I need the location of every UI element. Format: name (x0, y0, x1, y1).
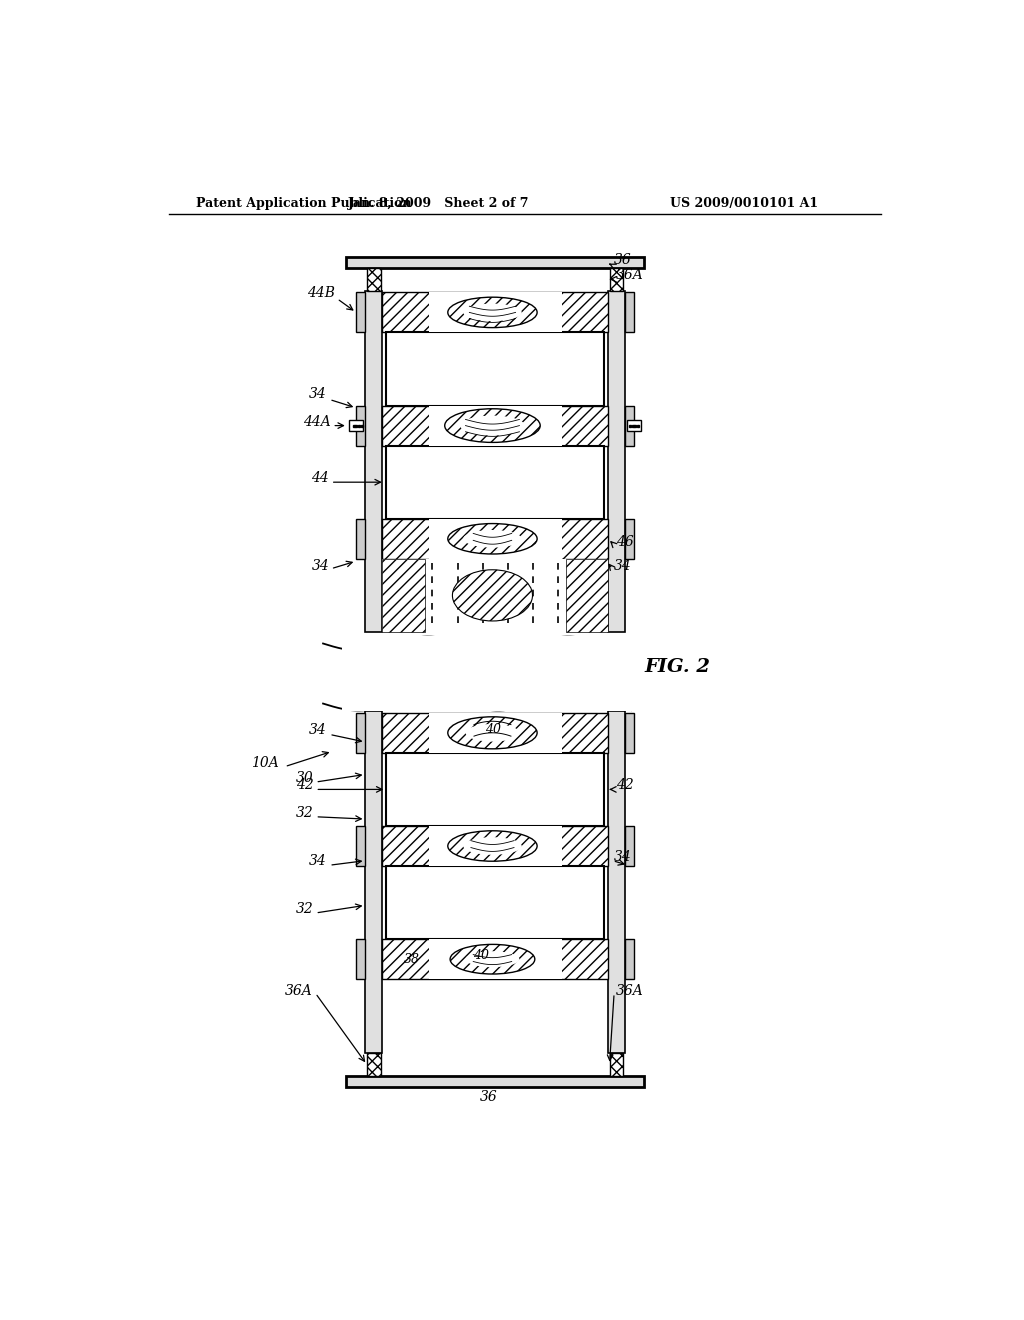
Bar (356, 519, 366, 558)
Text: Patent Application Publication: Patent Application Publication (196, 197, 412, 210)
Bar (386, 333, 604, 405)
Bar (625, 293, 634, 333)
Text: 34: 34 (309, 387, 327, 401)
Text: 10A: 10A (251, 755, 279, 770)
Bar (609, 268, 624, 290)
Bar (356, 293, 366, 333)
Ellipse shape (453, 570, 532, 620)
Bar (366, 711, 382, 1053)
Bar (382, 405, 608, 446)
Ellipse shape (447, 717, 538, 748)
Bar (429, 826, 562, 866)
Bar (382, 558, 425, 632)
Text: 40: 40 (484, 723, 501, 735)
Bar (628, 420, 641, 430)
Text: 46: 46 (615, 536, 634, 549)
Bar (367, 268, 381, 290)
Bar (429, 519, 562, 558)
Bar (356, 826, 366, 866)
Text: 34: 34 (614, 850, 632, 863)
Text: 42: 42 (296, 779, 313, 792)
Ellipse shape (466, 723, 519, 742)
Text: Jan. 8, 2009   Sheet 2 of 7: Jan. 8, 2009 Sheet 2 of 7 (348, 197, 529, 210)
Bar (386, 752, 604, 826)
Ellipse shape (460, 416, 525, 436)
Bar (625, 940, 634, 979)
Bar (382, 293, 608, 333)
Text: 44B: 44B (306, 286, 335, 300)
Bar (429, 405, 562, 446)
Bar (608, 290, 625, 632)
Ellipse shape (447, 297, 538, 327)
Bar (382, 519, 608, 558)
Text: 36A: 36A (615, 268, 643, 282)
Bar (366, 290, 382, 632)
Bar (356, 405, 366, 446)
Text: US 2009/0010101 A1: US 2009/0010101 A1 (670, 197, 818, 210)
Ellipse shape (466, 952, 519, 968)
Ellipse shape (447, 524, 538, 554)
Bar (367, 1053, 381, 1076)
Bar (382, 826, 608, 866)
Bar (625, 405, 634, 446)
Text: 32: 32 (296, 902, 313, 916)
Ellipse shape (463, 529, 521, 548)
Bar (342, 636, 664, 711)
Text: 34: 34 (309, 854, 327, 869)
Text: 42: 42 (615, 779, 634, 792)
Text: 36: 36 (614, 253, 632, 267)
Bar (386, 446, 604, 519)
Text: 32: 32 (296, 805, 313, 820)
Ellipse shape (444, 409, 541, 442)
Bar (609, 1053, 624, 1076)
Bar (382, 558, 608, 632)
Bar (608, 711, 625, 1053)
Bar (349, 420, 364, 430)
Text: 34: 34 (614, 560, 632, 573)
Bar (625, 713, 634, 752)
Bar (346, 257, 644, 268)
Bar (346, 1076, 644, 1088)
Text: 36A: 36A (615, 983, 643, 998)
Bar (625, 519, 634, 558)
Text: 34: 34 (309, 723, 327, 738)
Text: 38: 38 (403, 953, 420, 966)
Text: 44A: 44A (303, 414, 331, 429)
Text: 30: 30 (296, 771, 313, 785)
Text: 44: 44 (310, 471, 329, 486)
Bar (565, 558, 608, 632)
Bar (386, 866, 604, 940)
Text: FIG. 2: FIG. 2 (645, 657, 711, 676)
Bar (429, 713, 562, 752)
Ellipse shape (463, 837, 521, 855)
Ellipse shape (451, 944, 535, 974)
Bar (625, 826, 634, 866)
Bar (356, 940, 366, 979)
Text: 40: 40 (473, 949, 489, 962)
Bar (382, 940, 608, 979)
Ellipse shape (463, 304, 521, 321)
Bar (429, 940, 562, 979)
Text: 36A: 36A (285, 983, 312, 998)
Bar (382, 713, 608, 752)
Bar (429, 293, 562, 333)
Text: 36: 36 (479, 1090, 498, 1104)
Ellipse shape (447, 830, 538, 861)
Bar (356, 713, 366, 752)
Text: 34: 34 (311, 560, 330, 573)
